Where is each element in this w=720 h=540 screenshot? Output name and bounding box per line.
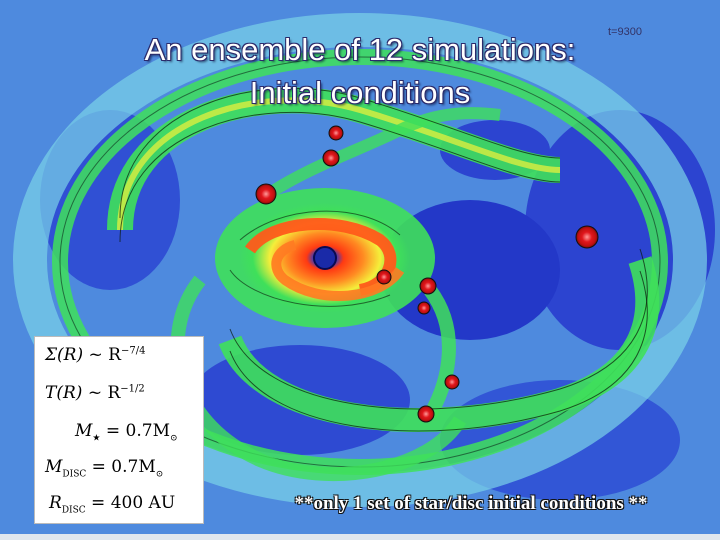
eq-rhs: ~ R [88,345,121,365]
contour [229,248,648,410]
eq-subscript: DISC [61,505,86,516]
initial-conditions-equations: Σ(R) ~ R−7/4 T(R) ~ R−1/2 M★ = 0.7M⊙ MDI… [34,336,204,524]
eq-lhs: R [49,493,62,513]
contour [229,270,648,432]
fragment-clump [417,405,435,423]
outer-ring [13,13,707,507]
slide-bottom-edge [0,534,720,540]
spiral-arm [423,285,456,419]
spiral-arm [117,97,561,231]
spiral-arm [218,256,660,432]
eq-exponent: −7/4 [120,345,146,357]
eq-rhs: ~ R [87,383,121,403]
slide-title-line-2: Initial conditions [249,75,471,110]
eq-exponent: −1/2 [120,383,145,395]
eq-lhs: Σ(R) [45,345,84,365]
slide-title-line-1: An ensemble of 12 simulations: [144,32,576,67]
simulation-time-label: t=9300 [608,26,642,38]
eq-subscript: ★ [92,433,101,444]
contour [119,87,561,219]
fragment-clump [255,183,277,205]
spiral-arm [170,275,466,482]
eq-rhs: = 0.7M [105,421,170,441]
fragment-clump [328,125,344,141]
fragment-clump [417,301,431,315]
inner-spiral [271,240,405,301]
eq-rhs-subscript: ⊙ [170,433,178,444]
fragment-clump [419,277,437,295]
fragment-clump [575,225,599,249]
footnote: **only 1 set of star/disc initial condit… [294,493,648,514]
eq-lhs: M [45,457,63,477]
inner-spiral [229,269,391,307]
eq-lhs: T(R) [45,383,83,403]
eq-rhs-subscript: ⊙ [155,469,164,480]
central-star [313,246,337,270]
inner-spiral [239,210,401,241]
eq-subscript: DISC [62,469,87,480]
eq-rhs: = 400 AU [91,493,176,513]
fragment-clump [376,269,392,285]
spiral-arm [256,107,501,205]
eq-lhs: M [75,421,93,441]
fragment-clump [444,374,460,390]
contour [119,111,561,243]
fragment-clump [322,149,340,167]
eq-rhs: = 0.7M [91,457,156,477]
